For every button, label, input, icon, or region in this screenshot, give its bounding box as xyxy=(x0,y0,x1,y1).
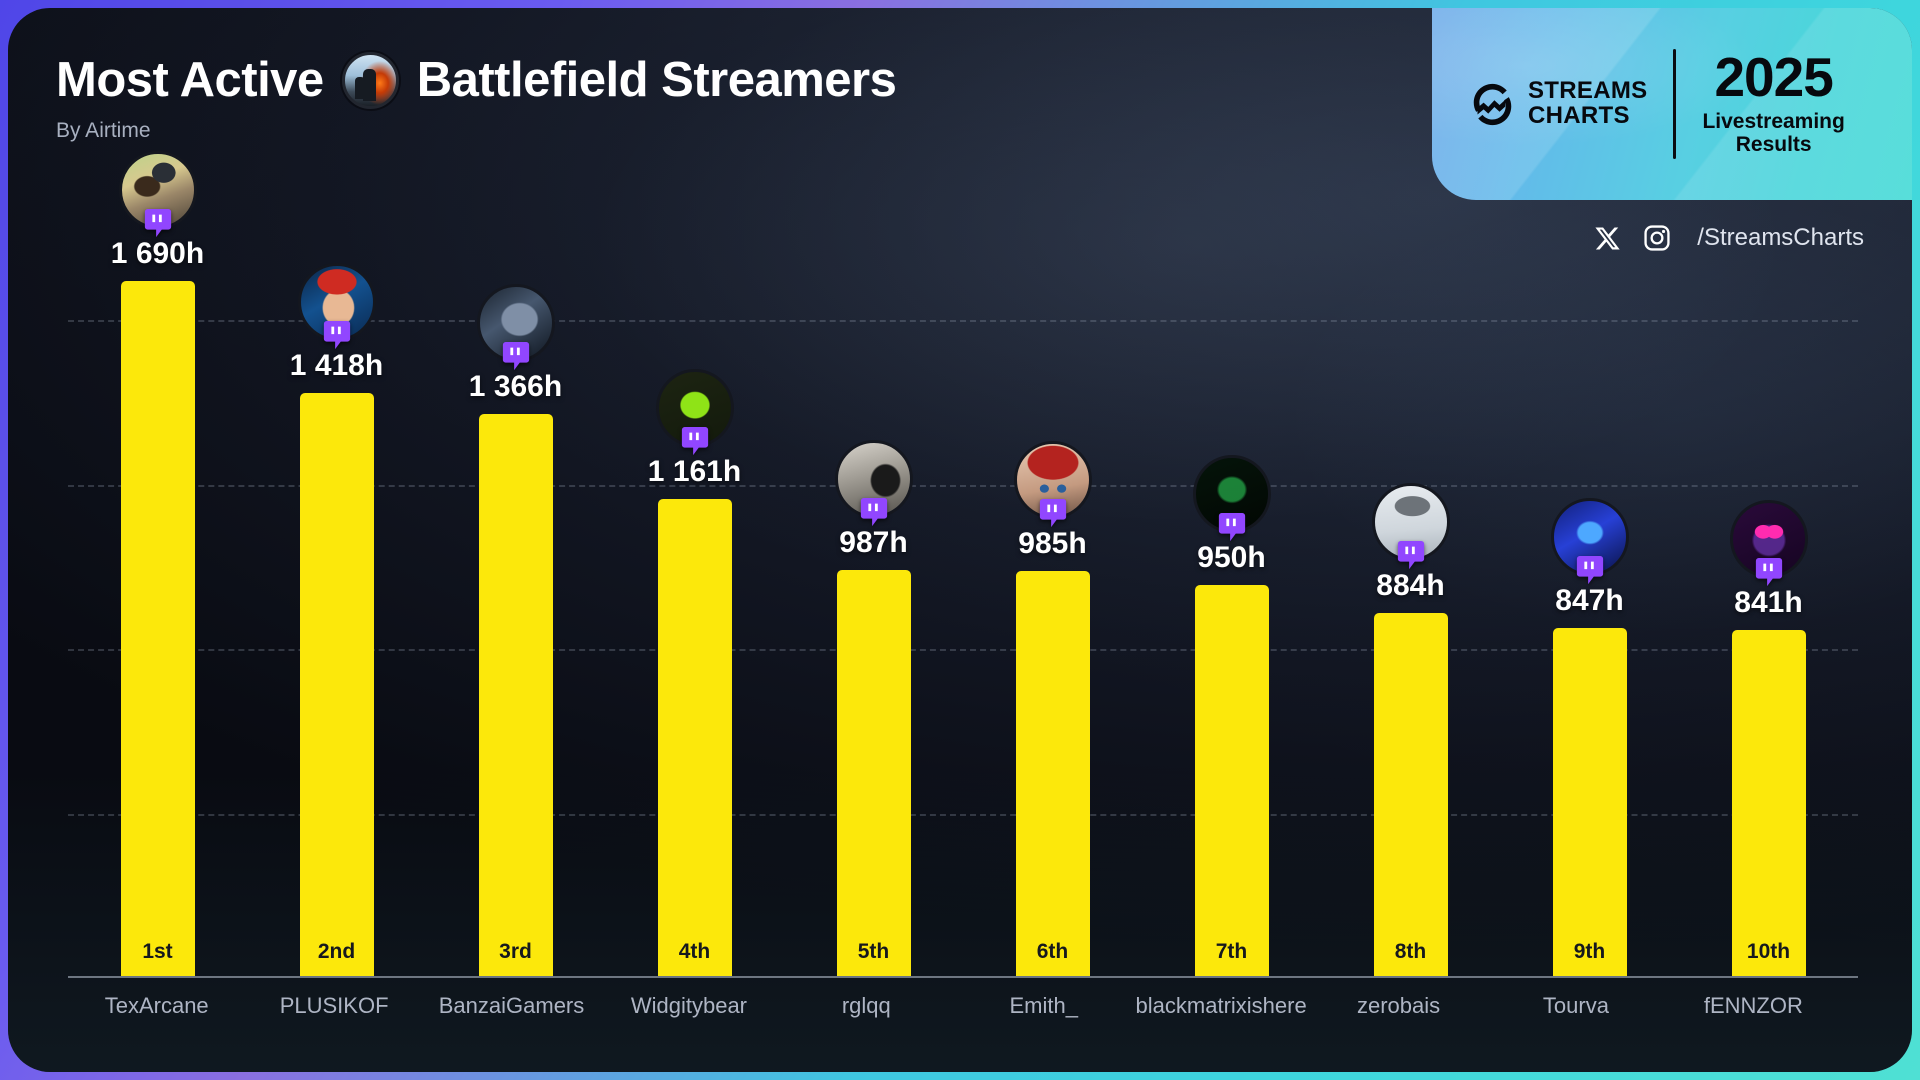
twitch-platform-icon xyxy=(1755,558,1782,588)
bar-rank-label: 2nd xyxy=(317,940,356,963)
bar-value-label: 1 161h xyxy=(647,454,742,488)
bar[interactable]: 1st xyxy=(120,281,195,976)
twitch-platform-icon xyxy=(681,426,708,457)
brand-banner: STREAMS CHARTS 2025 Livestreaming Result… xyxy=(1432,8,1912,200)
bar-column[interactable]: 950h 7th xyxy=(1142,238,1321,976)
x-axis-labels: TexArcane PLUSIKOF BanzaiGamers Widgitybear… xyxy=(68,993,1842,1019)
bar-value-label: 950h xyxy=(1197,541,1266,575)
twitch-platform-icon xyxy=(1218,513,1245,543)
bar-value-label: 1 690h xyxy=(110,237,205,271)
social-links: /StreamsCharts xyxy=(1594,224,1864,252)
streamer-name-label[interactable]: Tourva xyxy=(1542,993,1609,1018)
logo-line-2: CHARTS xyxy=(1528,102,1630,129)
bar-column[interactable]: 1 690h 1st xyxy=(68,151,247,976)
streamer-name-label[interactable]: rglqq xyxy=(841,993,891,1018)
bar-column[interactable]: 841h 10th xyxy=(1679,238,1858,976)
bar-column[interactable]: 847h 9th xyxy=(1500,238,1679,976)
battlefield-game-icon xyxy=(341,52,399,109)
streams-charts-logo: STREAMS CHARTS xyxy=(1470,77,1648,129)
bars-container: 1 690h 1st 1 418h 2nd 1 366h 3rd 1 161h 4th 987h… xyxy=(68,151,1858,976)
tagline-line-2: Results xyxy=(1735,133,1812,157)
plot-area: 1 690h 1st 1 418h 2nd 1 366h 3rd 1 161h 4th 987h… xyxy=(68,151,1858,978)
bar[interactable]: 7th xyxy=(1194,585,1269,976)
streamer-name-label[interactable]: zerobais xyxy=(1356,993,1441,1018)
bar-rank-label: 6th xyxy=(1036,940,1069,963)
bar-column[interactable]: 985h 6th xyxy=(963,238,1142,976)
gridline xyxy=(68,813,1858,816)
bar[interactable]: 4th xyxy=(657,498,732,976)
page-title: Most Active Battlefield Streamers xyxy=(56,52,897,109)
logo-line-1: STREAMS xyxy=(1528,77,1648,105)
twitch-platform-icon xyxy=(860,498,887,528)
brand-divider xyxy=(1673,49,1677,159)
title-part-2: Battlefield Streamers xyxy=(416,53,897,107)
instagram-icon[interactable] xyxy=(1643,224,1671,252)
bar-value-label: 884h xyxy=(1376,568,1445,602)
bar[interactable]: 5th xyxy=(836,570,911,976)
bar-rank-label: 1st xyxy=(142,940,173,963)
bar-value-label: 841h xyxy=(1734,586,1803,620)
twitch-platform-icon xyxy=(1397,540,1424,571)
streams-charts-wordmark: STREAMS CHARTS xyxy=(1528,77,1648,129)
tagline-line-1: Livestreaming xyxy=(1702,109,1845,133)
bar-value-label: 1 418h xyxy=(289,349,384,383)
bar-value-label: 1 366h xyxy=(468,370,563,404)
bar-rank-label: 7th xyxy=(1215,940,1248,963)
brand-year-block: 2025 Livestreaming Results xyxy=(1702,46,1844,157)
bar-rank-label: 5th xyxy=(857,940,890,963)
twitch-platform-icon xyxy=(1576,555,1603,586)
gridline xyxy=(68,649,1858,652)
bar[interactable]: 10th xyxy=(1731,630,1806,976)
bar-chart: 1 690h 1st 1 418h 2nd 1 366h 3rd 1 161h 4th 987h… xyxy=(68,151,1858,978)
bar-column[interactable]: 1 161h 4th xyxy=(605,238,784,976)
bar-rank-label: 10th xyxy=(1746,940,1791,963)
bar-column[interactable]: 1 418h 2nd xyxy=(247,238,426,976)
avatar-man-red-cap-space xyxy=(297,263,376,342)
streamer-name-label[interactable]: PLUSIKOF xyxy=(279,993,389,1018)
streamer-name-label[interactable]: blackmatrixishere xyxy=(1135,993,1307,1018)
header: Most Active Battlefield Streamers By Air… xyxy=(56,52,897,143)
gridline xyxy=(68,484,1858,487)
year-label: 2025 xyxy=(1714,46,1833,109)
twitch-platform-icon xyxy=(144,209,171,239)
bar-value-label: 847h xyxy=(1555,583,1624,617)
infographic-card: Most Active Battlefield Streamers By Air… xyxy=(8,8,1912,1072)
streamer-name-label[interactable]: TexArcane xyxy=(104,993,209,1018)
streamer-name-label[interactable]: Widgitybear xyxy=(630,993,747,1018)
bar[interactable]: 9th xyxy=(1552,627,1627,976)
bar-column[interactable]: 1 366h 3rd xyxy=(426,238,605,976)
bar-rank-label: 4th xyxy=(678,940,711,963)
title-part-1: Most Active xyxy=(56,53,324,107)
twitch-platform-icon xyxy=(1039,499,1066,529)
bar-value-label: 987h xyxy=(839,526,908,560)
streamer-name-label[interactable]: fENNZOR xyxy=(1703,993,1803,1018)
bar-rank-label: 8th xyxy=(1394,940,1427,963)
social-handle[interactable]: /StreamsCharts xyxy=(1697,224,1864,251)
tagline: Livestreaming Results xyxy=(1702,110,1844,157)
bar[interactable]: 3rd xyxy=(478,414,553,976)
streamer-name-label[interactable]: BanzaiGamers xyxy=(438,993,585,1018)
bar[interactable]: 2nd xyxy=(299,393,374,976)
twitch-platform-icon xyxy=(502,342,529,372)
streamer-name-label[interactable]: Emith_ xyxy=(1009,993,1078,1018)
twitch-platform-icon xyxy=(323,321,350,351)
bar[interactable]: 8th xyxy=(1373,612,1448,976)
bar-column[interactable]: 884h 8th xyxy=(1321,238,1500,976)
bar[interactable]: 6th xyxy=(1015,571,1090,976)
axis-baseline xyxy=(68,976,1858,978)
bar-rank-label: 3rd xyxy=(499,940,532,963)
streams-charts-logo-icon xyxy=(1470,82,1515,127)
page-subtitle: By Airtime xyxy=(56,119,151,142)
bar-rank-label: 9th xyxy=(1573,940,1606,963)
gridline xyxy=(68,320,1858,323)
bar-column[interactable]: 987h 5th xyxy=(784,238,963,976)
bar-value-label: 985h xyxy=(1018,527,1087,561)
x-twitter-icon[interactable] xyxy=(1594,225,1621,252)
